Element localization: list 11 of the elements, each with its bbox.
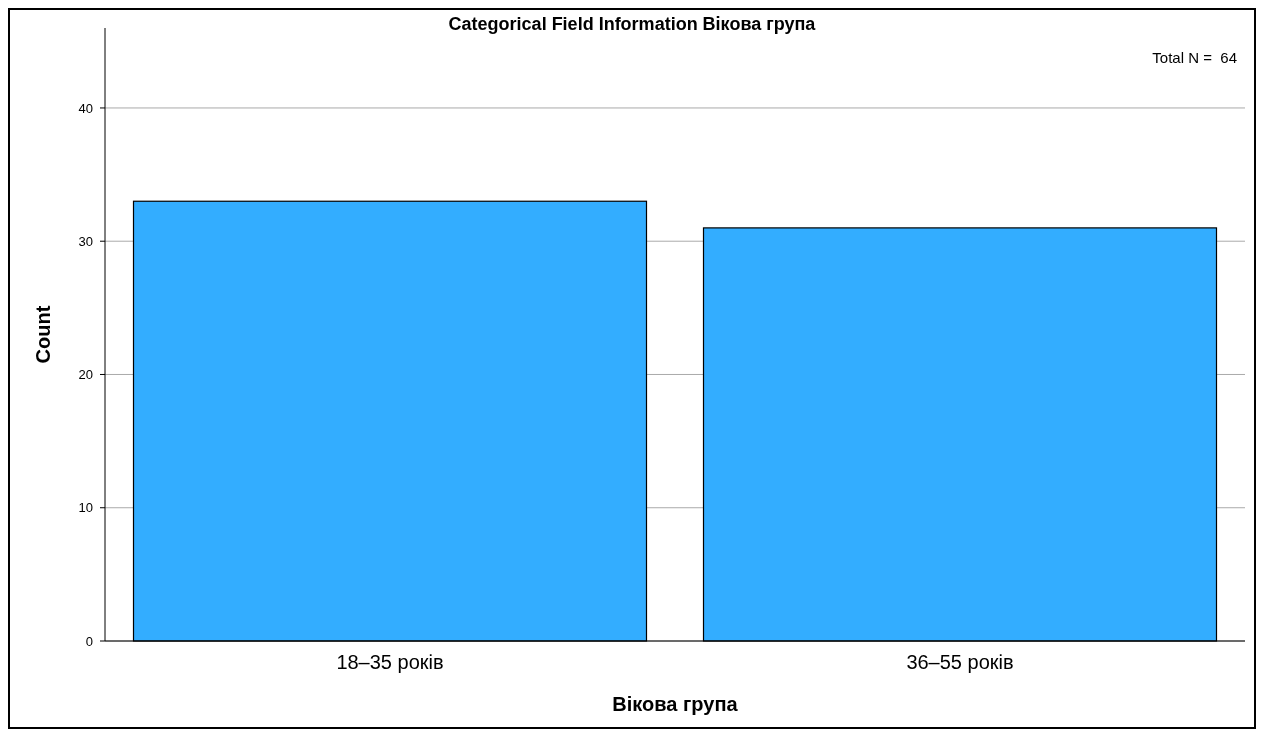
chart-title: Categorical Field Information Вікова група <box>448 14 817 34</box>
y-tick-label: 0 <box>85 633 93 649</box>
y-tick-label: 30 <box>78 233 93 249</box>
annotation: Total N = 64 <box>1152 49 1237 66</box>
y-tick-label: 40 <box>78 100 93 116</box>
y-tick-label: 10 <box>78 500 93 516</box>
x-tick-label: 18–35 років <box>336 651 444 673</box>
x-axis-title: Вікова група <box>612 693 739 715</box>
x-tick-label: 36–55 років <box>906 651 1014 673</box>
y-tick-label: 20 <box>78 367 93 383</box>
y-axis-title: Count <box>32 305 54 364</box>
